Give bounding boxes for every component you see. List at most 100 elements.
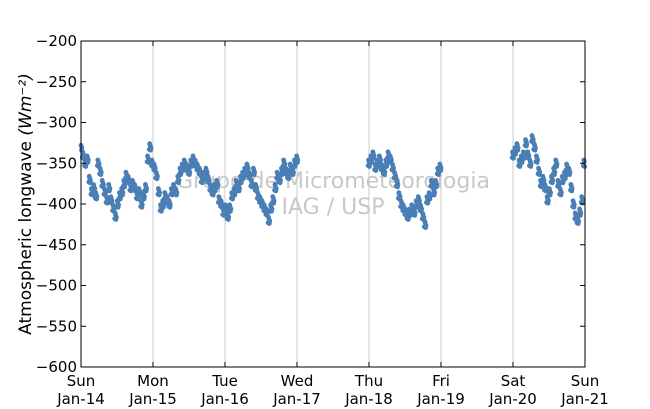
x-tick-label-day: Fri [432,372,450,390]
x-tick-label-date: Jan-17 [272,390,321,408]
data-point [203,165,209,171]
data-point [402,206,408,212]
data-point [178,172,184,178]
x-tick-label-day: Thu [354,372,383,390]
data-point [384,164,390,169]
data-point [525,149,531,155]
data-point [246,169,252,175]
data-point [398,198,404,204]
x-tick-label-day: Tue [211,372,238,390]
data-point [277,180,283,186]
data-point [529,133,535,138]
data-point [431,192,437,198]
data-point [181,157,187,163]
x-tick-label-day: Sun [571,372,600,390]
data-point [97,165,103,171]
data-point [230,196,236,202]
data-point [287,161,293,167]
data-point [528,164,534,169]
x-tick-label-date: Jan-16 [200,390,249,408]
data-point [405,217,411,222]
x-tick-label-date: Jan-15 [128,390,177,408]
data-point [415,194,421,200]
data-point [392,169,397,175]
data-point [562,176,568,182]
data-points [78,133,588,231]
data-point [532,147,538,153]
data-point [164,194,170,200]
data-point [543,188,549,194]
data-point [110,202,116,208]
data-point [273,188,279,194]
data-point [174,192,179,198]
data-point [148,147,153,153]
data-point [243,172,248,178]
data-point [154,176,160,182]
data-point [202,176,207,182]
data-point [123,169,129,175]
data-point [106,182,112,187]
data-point [373,168,379,173]
data-point [145,160,151,165]
data-point [379,161,384,167]
data-point [171,182,176,187]
data-point [540,173,546,179]
data-point [511,155,516,161]
data-point [389,161,395,167]
data-point [156,192,162,198]
data-point [166,198,172,204]
data-point [107,188,112,194]
data-point [192,157,198,163]
data-point [571,204,577,210]
data-point [248,177,254,183]
data-point [86,173,92,179]
data-point [222,202,228,208]
data-point [290,172,296,178]
data-point [547,192,553,198]
data-point [515,147,521,153]
y-tick-label: −350 [36,154,77,172]
data-point [423,225,428,231]
data-point [216,194,222,200]
data-point [437,161,443,167]
data-point [575,221,581,226]
data-point [433,177,438,183]
data-point [570,198,576,204]
data-point [555,177,561,183]
data-point [173,186,179,191]
data-point [520,149,526,155]
data-point [196,165,202,171]
x-tick-label-day: Sat [501,372,526,390]
data-point [396,190,402,195]
x-tick-label-day: Wed [281,372,314,390]
data-point [155,186,161,191]
data-point [274,169,280,175]
data-point [549,180,555,186]
data-point [433,184,439,190]
data-point [259,198,265,204]
data-point [122,184,128,190]
data-point [539,184,544,190]
data-point [394,177,400,183]
y-axis: −200 −250 −300 −350 −400 −450 −500 −550 −600 [36,32,585,376]
data-point [286,176,292,182]
data-point [269,208,274,214]
x-tick-label-day: Mon [137,372,169,390]
data-point [545,200,551,206]
data-point [292,164,298,169]
data-point [426,190,432,195]
data-point [228,208,233,214]
data-point [527,157,533,163]
data-point [400,202,406,208]
data-point [272,182,278,187]
data-point [553,157,559,163]
data-point [536,165,541,171]
data-point [523,137,528,143]
data-point [233,177,239,183]
data-point [241,176,246,182]
data-point [95,157,101,163]
data-point [263,206,269,212]
x-tick-label-date: Jan-21 [560,390,609,408]
data-point [534,160,540,165]
data-point [376,153,382,159]
